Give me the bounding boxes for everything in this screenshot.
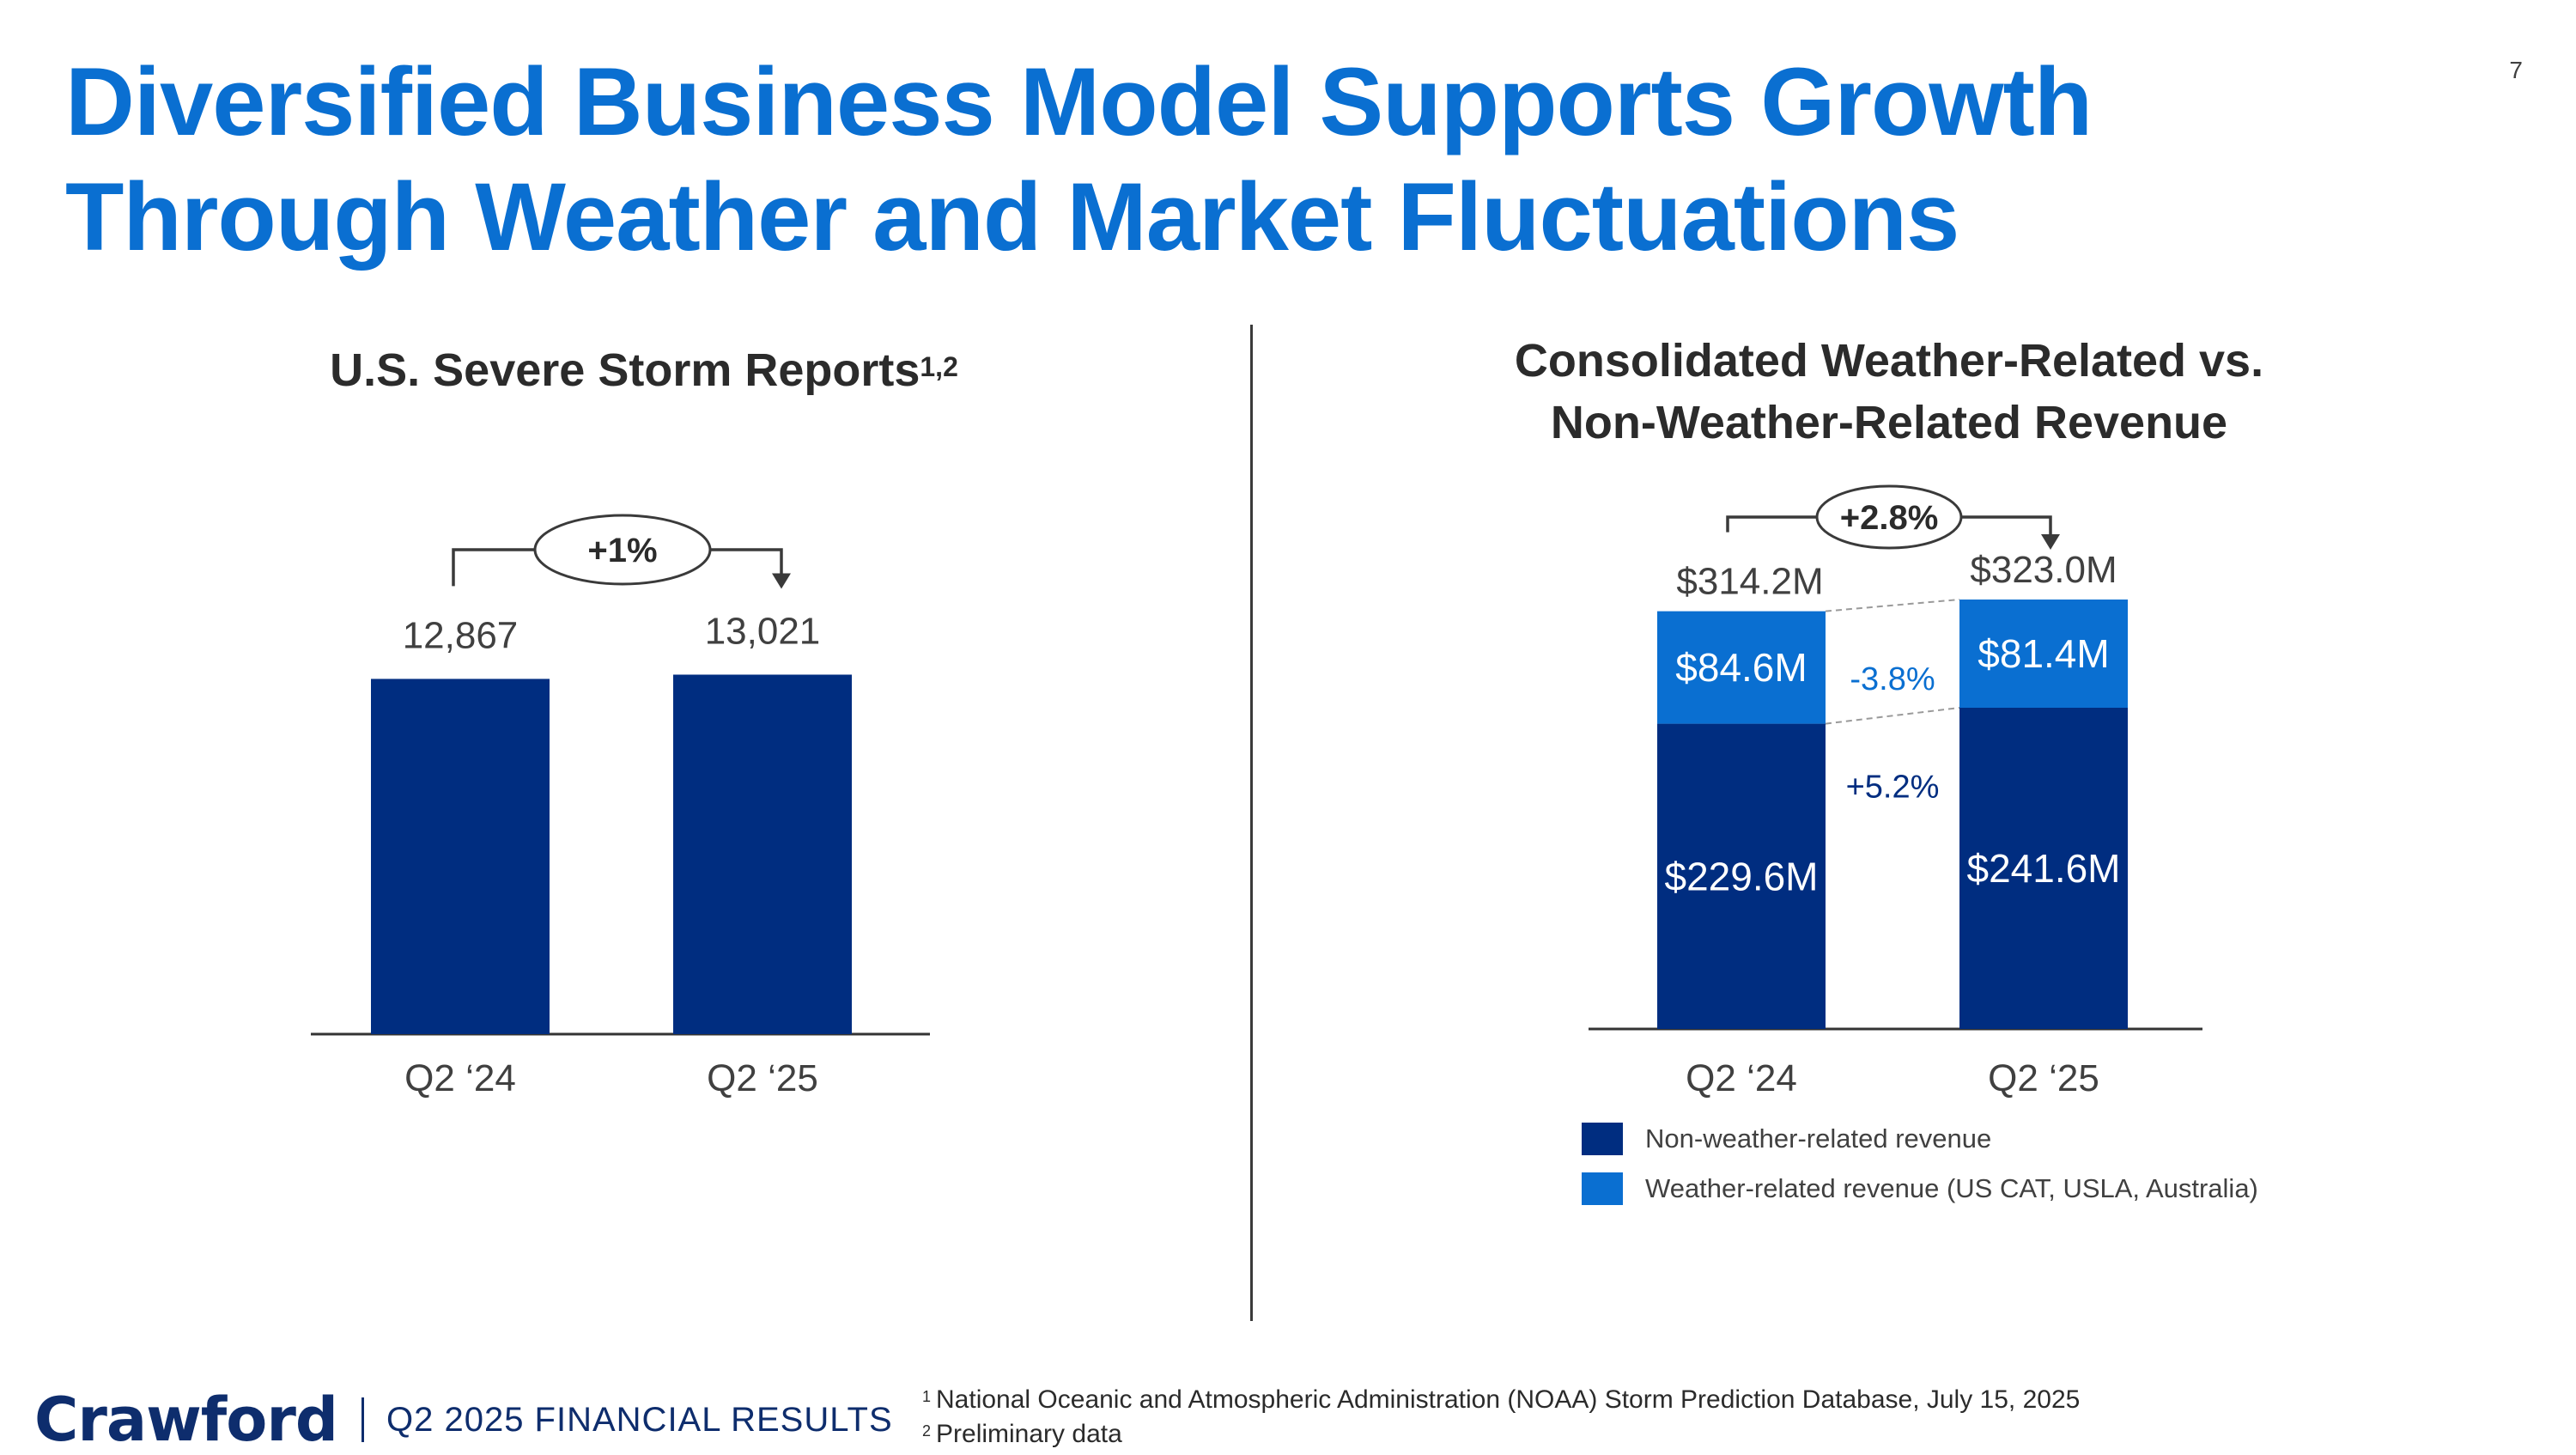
footnote-1-text: National Oceanic and Atmospheric Adminis… xyxy=(936,1385,2081,1414)
revenue-weather-label-0: $84.6M xyxy=(1675,645,1807,690)
revenue-non-weather-label-1: $241.6M xyxy=(1966,846,2120,891)
revenue-total-label-0: $314.2M xyxy=(1676,561,1823,603)
footnote-1-number: 1 xyxy=(922,1388,932,1405)
footer-brand: Crawford Q2 2025 FINANCIAL RESULTS xyxy=(34,1385,893,1455)
storm-chart-title-footnote: 1,2 xyxy=(920,351,958,382)
revenue-connector-split xyxy=(1825,707,1960,725)
legend-item-non-weather: Non-weather-related revenue xyxy=(1582,1122,2258,1156)
page-number: 7 xyxy=(2509,57,2523,83)
storm-change-arrowhead xyxy=(772,573,791,589)
storm-value-label-0: 12,867 xyxy=(403,614,519,656)
revenue-change-arrowhead xyxy=(2041,534,2060,550)
revenue-total-label-1: $323.0M xyxy=(1970,549,2117,591)
footnotes: 1 National Oceanic and Atmospheric Admini… xyxy=(922,1383,2080,1452)
storm-change-bubble xyxy=(533,514,712,586)
storm-chart-title-text: U.S. Severe Storm Reports xyxy=(330,344,920,396)
revenue-category-label-1: Q2 ‘25 xyxy=(1988,1057,2099,1099)
footnote-2-text: Preliminary data xyxy=(936,1420,1122,1448)
revenue-change-bubble xyxy=(1815,484,1963,550)
revenue-non-weather-change-label: +5.2% xyxy=(1846,770,1940,806)
footnote-2: 2 Preliminary data xyxy=(922,1417,2080,1452)
storm-change-label: +1% xyxy=(587,532,657,569)
storm-category-label-1: Q2 ‘25 xyxy=(707,1057,818,1099)
chart-divider xyxy=(1250,325,1253,1321)
revenue-category-label-0: Q2 ‘24 xyxy=(1686,1057,1797,1099)
storm-reports-chart: 12,867 Q2 ‘24 13,021 Q2 ‘25 +1% xyxy=(311,514,930,1099)
revenue-weather-label-1: $81.4M xyxy=(1978,631,2109,676)
revenue-chart-title-line1: Consolidated Weather-Related vs. xyxy=(1514,335,2264,387)
revenue-bar-weather-0 xyxy=(1657,611,1826,724)
revenue-non-weather-label-0: $229.6M xyxy=(1664,854,1818,898)
footer-subtitle: Q2 2025 FINANCIAL RESULTS xyxy=(386,1400,893,1439)
revenue-bar-non-weather-1 xyxy=(1959,708,2128,1029)
footer-separator xyxy=(361,1397,364,1442)
legend-label-non-weather: Non-weather-related revenue xyxy=(1645,1123,1992,1154)
revenue-bar-non-weather-0 xyxy=(1657,723,1826,1029)
storm-chart-title: U.S. Severe Storm Reports1,2 xyxy=(258,339,1030,401)
legend-swatch-weather xyxy=(1582,1172,1623,1205)
crawford-logo: Crawford xyxy=(34,1385,338,1455)
storm-bar-1 xyxy=(673,674,852,1034)
storm-category-label-0: Q2 ‘24 xyxy=(404,1057,516,1099)
footnote-1: 1 National Oceanic and Atmospheric Admini… xyxy=(922,1383,2080,1417)
footnote-2-number: 2 xyxy=(922,1422,932,1440)
revenue-bar-weather-1 xyxy=(1959,600,2128,709)
legend-item-weather: Weather-related revenue (US CAT, USLA, A… xyxy=(1582,1172,2258,1206)
revenue-legend: Non-weather-related revenue Weather-rela… xyxy=(1582,1122,2258,1221)
legend-label-weather: Weather-related revenue (US CAT, USLA, A… xyxy=(1645,1173,2258,1203)
slide-title: Diversified Business Model Supports Grow… xyxy=(65,48,2093,271)
revenue-change-label: +2.8% xyxy=(1840,499,1939,537)
legend-swatch-non-weather xyxy=(1582,1123,1623,1155)
revenue-chart: $229.6M $84.6M $314.2M Q2 ‘24 $241.6M $81.4M $… xyxy=(1589,484,2202,1099)
storm-bar-0 xyxy=(371,679,550,1034)
revenue-weather-change-label: -3.8% xyxy=(1850,661,1935,697)
revenue-connector-total xyxy=(1825,599,1960,612)
storm-value-label-1: 13,021 xyxy=(705,610,821,652)
revenue-chart-title-line2: Non-Weather-Related Revenue xyxy=(1550,397,2228,448)
revenue-chart-title: Consolidated Weather-Related vs. Non-Wea… xyxy=(1417,330,2361,454)
